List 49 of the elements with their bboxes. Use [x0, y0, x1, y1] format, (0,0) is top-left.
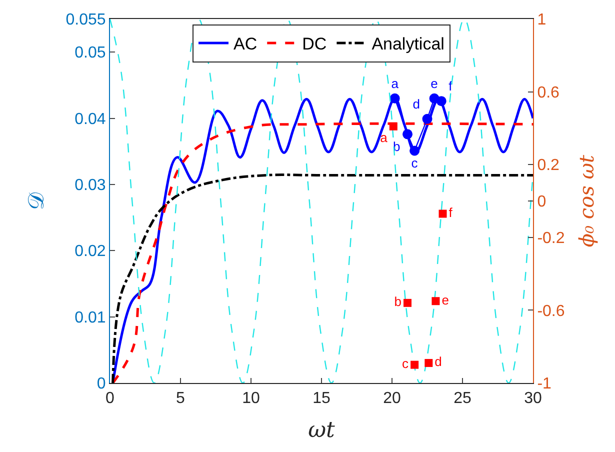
legend-label: DC	[302, 34, 327, 54]
y-tick-label: 0	[96, 376, 106, 393]
x-tick-label: 20	[383, 390, 401, 408]
y2-tick-label: 0.6	[537, 84, 560, 102]
data-label: a	[380, 130, 388, 146]
x-axis-title: ωt	[308, 418, 336, 444]
point	[390, 93, 400, 104]
point	[432, 297, 440, 306]
x-tick-label: 30	[524, 390, 542, 408]
line-series	[110, 19, 533, 383]
y-tick-label: 0.01	[74, 309, 106, 326]
data-label: e	[442, 292, 449, 308]
y-tick-label: 0.05	[74, 44, 106, 62]
y2-tick-label: -0.2	[537, 230, 565, 247]
data-label: d	[412, 96, 420, 112]
point	[424, 358, 433, 367]
x-tick-label: 15	[312, 390, 330, 408]
y2-tick-label: 0.2	[537, 157, 560, 174]
data-label: c	[402, 356, 410, 372]
y2-tick-label: 0	[537, 194, 546, 211]
point	[422, 114, 432, 124]
data-label: b	[394, 294, 402, 310]
point	[410, 360, 419, 369]
point	[404, 298, 412, 307]
data-label: c	[411, 156, 418, 171]
y2-tick-label: -0.6	[537, 302, 565, 320]
x-tick-label: 25	[454, 390, 472, 408]
point	[436, 96, 446, 106]
data-label: a	[391, 76, 400, 91]
data-label: e	[430, 76, 438, 91]
x-tick-label: 5	[176, 390, 186, 408]
y2-tick-label: -1	[537, 376, 552, 393]
point	[389, 122, 398, 130]
line-series	[112, 174, 533, 383]
y-tick-label: 0.03	[74, 177, 106, 194]
data-label: d	[434, 354, 442, 370]
point	[410, 146, 420, 156]
y-tick-label: 0.055	[66, 12, 106, 29]
y2-axis-title: ϕ₀ cos ωt	[574, 154, 598, 248]
y-axis-title: 𝒟	[24, 192, 50, 210]
y-tick-label: 0.04	[74, 110, 106, 128]
x-tick-label: 10	[242, 390, 260, 408]
point	[438, 210, 447, 218]
point	[402, 129, 413, 140]
data-label: f	[448, 204, 453, 220]
legend-label: AC	[234, 34, 258, 54]
legend-label: Analytical	[372, 34, 444, 54]
y-tick-label: 0.02	[74, 243, 106, 260]
y2-tick-label: 1	[537, 12, 546, 29]
